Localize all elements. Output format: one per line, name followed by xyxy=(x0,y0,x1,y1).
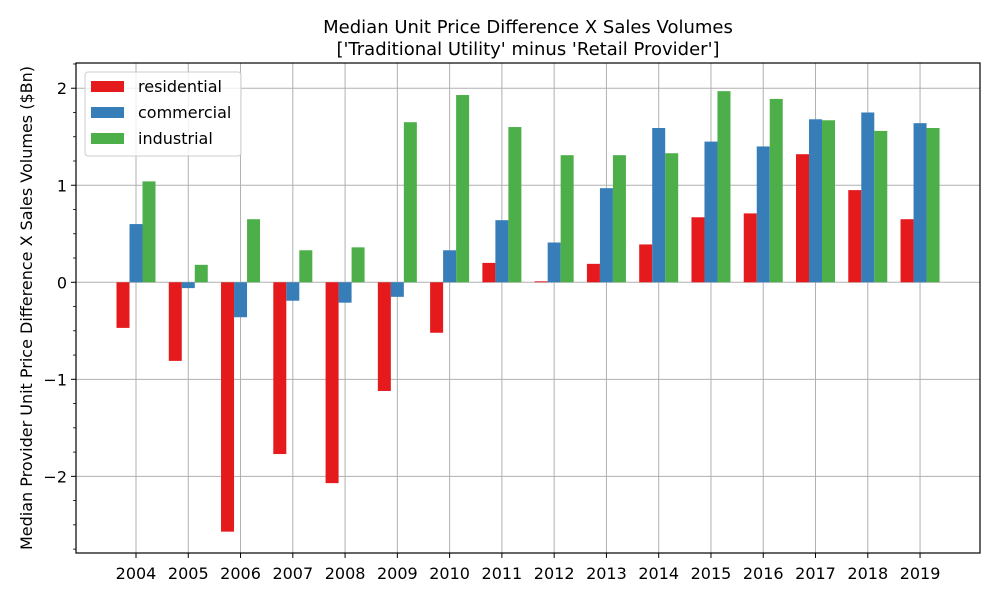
bar-commercial-2014 xyxy=(652,128,666,283)
y-tick-label: −1 xyxy=(43,370,67,389)
legend: residential commercial industrial xyxy=(84,71,242,157)
x-tick-label: 2019 xyxy=(900,564,941,583)
bar-commercial-2013 xyxy=(599,188,613,283)
bar-residential-2012 xyxy=(534,281,548,283)
bar-commercial-2005 xyxy=(181,282,195,289)
y-tick-label: 2 xyxy=(57,79,67,98)
bar-commercial-2015 xyxy=(704,141,718,283)
x-tick-label: 2006 xyxy=(220,564,261,583)
bar-industrial-2004 xyxy=(142,181,156,283)
y-tick-label: 1 xyxy=(57,176,67,195)
x-tick-label: 2013 xyxy=(586,564,627,583)
bar-industrial-2016 xyxy=(769,98,783,283)
bar-industrial-2014 xyxy=(665,153,679,283)
x-tick-label: 2016 xyxy=(743,564,784,583)
bar-residential-2017 xyxy=(796,154,810,283)
bar-commercial-2019 xyxy=(913,123,927,283)
bar-industrial-2013 xyxy=(612,155,626,283)
x-axis: 2004 2005 2006 2007 2008 2009 2010 2011 2012 2013… xyxy=(116,553,941,583)
bar-commercial-2010 xyxy=(443,250,457,283)
bar-industrial-2008 xyxy=(351,247,365,283)
bar-residential-2004 xyxy=(116,282,130,328)
legend-swatch-residential xyxy=(91,81,124,92)
bar-residential-2006 xyxy=(221,282,235,532)
bar-residential-2014 xyxy=(639,244,653,283)
bar-residential-2005 xyxy=(168,282,182,361)
bar-industrial-2006 xyxy=(247,219,261,283)
bar-commercial-2018 xyxy=(861,112,875,283)
bars xyxy=(116,91,940,532)
x-tick-label: 2012 xyxy=(534,564,575,583)
bar-commercial-2007 xyxy=(286,282,300,301)
axes-frame xyxy=(75,62,981,554)
y-axis-label: Median Provider Unit Price Difference X … xyxy=(17,66,36,550)
legend-label-commercial: commercial xyxy=(138,103,231,122)
chart-subtitle: ['Traditional Utility' minus 'Retail Pro… xyxy=(336,39,719,60)
bar-commercial-2017 xyxy=(809,119,823,283)
bar-industrial-2019 xyxy=(926,128,940,283)
y-tick-label: 0 xyxy=(57,273,67,292)
bar-commercial-2012 xyxy=(547,242,561,283)
bar-industrial-2009 xyxy=(403,122,417,283)
x-tick-label: 2017 xyxy=(795,564,836,583)
bar-residential-2011 xyxy=(482,262,496,283)
bar-residential-2018 xyxy=(848,190,862,283)
bar-commercial-2008 xyxy=(338,282,352,303)
x-tick-label: 2008 xyxy=(325,564,366,583)
bar-industrial-2007 xyxy=(299,250,313,283)
bar-residential-2010 xyxy=(430,282,444,333)
bar-commercial-2006 xyxy=(234,282,248,318)
chart-title: Median Unit Price Difference X Sales Vol… xyxy=(323,17,733,38)
bar-industrial-2011 xyxy=(508,127,522,283)
legend-swatch-industrial xyxy=(91,133,124,144)
bar-residential-2013 xyxy=(586,263,600,283)
x-tick-label: 2010 xyxy=(429,564,470,583)
x-tick-label: 2009 xyxy=(377,564,418,583)
x-tick-label: 2018 xyxy=(847,564,888,583)
bar-commercial-2016 xyxy=(756,146,770,283)
bar-commercial-2011 xyxy=(495,220,509,283)
bar-industrial-2015 xyxy=(717,91,731,283)
y-axis: −2 −1 0 1 2 xyxy=(43,63,76,550)
bar-residential-2015 xyxy=(691,217,705,283)
x-tick-label: 2004 xyxy=(116,564,157,583)
bar-industrial-2012 xyxy=(560,155,574,283)
legend-label-residential: residential xyxy=(138,77,222,96)
bar-industrial-2005 xyxy=(194,264,208,283)
x-tick-label: 2007 xyxy=(272,564,313,583)
bar-residential-2009 xyxy=(377,282,391,391)
y-tick-label: −2 xyxy=(43,467,67,486)
x-tick-label: 2011 xyxy=(482,564,523,583)
x-tick-label: 2014 xyxy=(638,564,679,583)
legend-swatch-commercial xyxy=(91,107,124,118)
x-tick-label: 2015 xyxy=(691,564,732,583)
bar-commercial-2004 xyxy=(129,224,143,283)
bar-commercial-2009 xyxy=(390,282,404,297)
x-tick-label: 2005 xyxy=(168,564,209,583)
bar-industrial-2010 xyxy=(456,95,470,283)
bar-residential-2016 xyxy=(743,213,757,283)
bar-industrial-2017 xyxy=(822,120,836,283)
legend-label-industrial: industrial xyxy=(138,129,213,148)
bar-industrial-2018 xyxy=(874,130,888,283)
bar-residential-2019 xyxy=(900,219,914,283)
bar-residential-2008 xyxy=(325,282,339,484)
bar-residential-2007 xyxy=(273,282,287,455)
